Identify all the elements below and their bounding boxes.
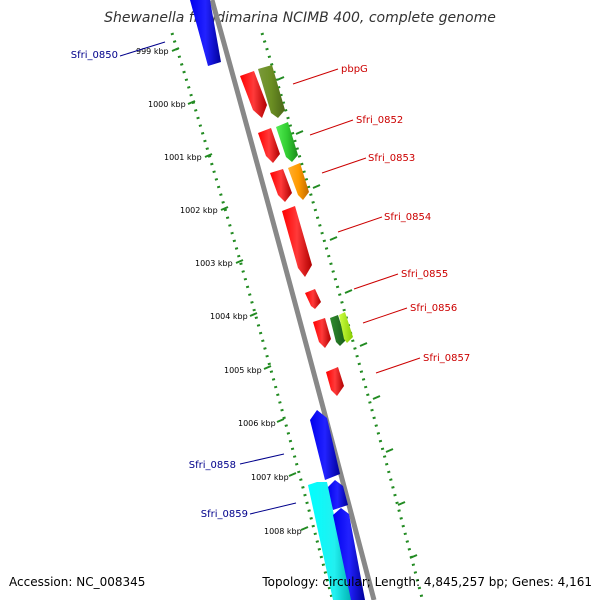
position-label-1003: 1003 kbp (195, 259, 233, 268)
genome-summary-text: Topology: circular; Length: 4,845,257 bp… (261, 575, 592, 589)
position-label-1002: 1002 kbp (180, 206, 218, 215)
gene-pbpg-red[interactable] (240, 71, 267, 118)
gene-label-sfri-0854[interactable]: Sfri_0854 (384, 212, 431, 223)
position-label-1004: 1004 kbp (210, 312, 248, 321)
leader-sfri-0850 (119, 41, 166, 57)
gene-label-sfri-0852[interactable]: Sfri_0852 (356, 115, 403, 126)
gene-sfri-0859[interactable] (308, 482, 352, 600)
gene-sfri-0858[interactable] (310, 410, 340, 480)
gene-pbpg[interactable] (258, 65, 285, 118)
gene-label-sfri-0857[interactable]: Sfri_0857 (423, 353, 470, 364)
gene-sfri-0852[interactable] (276, 122, 298, 162)
gene-label-sfri-0859[interactable]: Sfri_0859 (201, 509, 248, 520)
genome-backbone (209, 0, 377, 600)
gene-forward-extra-2[interactable] (333, 508, 365, 600)
gene-sfri-0854-red[interactable] (282, 206, 312, 277)
position-label-1006: 1006 kbp (238, 419, 276, 428)
position-label-1008: 1008 kbp (264, 527, 302, 536)
leader-sfri-0856 (362, 307, 408, 324)
gene-sfri-0850[interactable] (190, 0, 221, 66)
gene-sfri-0857-red[interactable] (326, 367, 344, 396)
leader-sfri-0853 (321, 157, 367, 174)
gene-sfri-0853-red[interactable] (270, 169, 292, 202)
gene-sfri-0856-b[interactable] (339, 312, 353, 343)
gene-forward-extra-1[interactable] (327, 480, 348, 510)
leader-sfri-0858 (239, 453, 285, 465)
leader-sfri-0855 (353, 273, 399, 290)
gene-sfri-0856-red[interactable] (313, 318, 331, 348)
inner-tick-ring (170, 32, 334, 599)
leader-sfri-0859 (249, 502, 297, 515)
leader-pbpg (292, 68, 339, 85)
position-label-1005: 1005 kbp (224, 366, 262, 375)
leader-sfri-0854 (337, 216, 383, 233)
leader-sfri-0857 (375, 357, 421, 374)
gene-sfri-0856[interactable] (330, 315, 346, 346)
accession-text: Accession: NC_008345 (9, 575, 145, 589)
leader-sfri-0852 (309, 119, 354, 136)
gene-label-sfri-0856[interactable]: Sfri_0856 (410, 303, 457, 314)
gene-label-sfri-0853[interactable]: Sfri_0853 (368, 153, 415, 164)
outer-tick-ring (260, 32, 424, 599)
position-label-1001: 1001 kbp (164, 153, 202, 162)
gene-sfri-0855-red[interactable] (305, 289, 321, 309)
position-label-999: 999 kbp (136, 47, 169, 56)
gene-label-sfri-0850[interactable]: Sfri_0850 (71, 50, 118, 61)
gene-label-sfri-0858[interactable]: Sfri_0858 (189, 460, 236, 471)
position-label-1007: 1007 kbp (251, 473, 289, 482)
gene-label-sfri-0855[interactable]: Sfri_0855 (401, 269, 448, 280)
gene-sfri-0853[interactable] (288, 163, 309, 200)
gene-label-pbpg[interactable]: pbpG (341, 64, 368, 75)
position-label-1000: 1000 kbp (148, 100, 186, 109)
gene-sfri-0852-red[interactable] (258, 128, 280, 163)
map-title: Shewanella frigidimarina NCIMB 400, comp… (104, 10, 496, 26)
